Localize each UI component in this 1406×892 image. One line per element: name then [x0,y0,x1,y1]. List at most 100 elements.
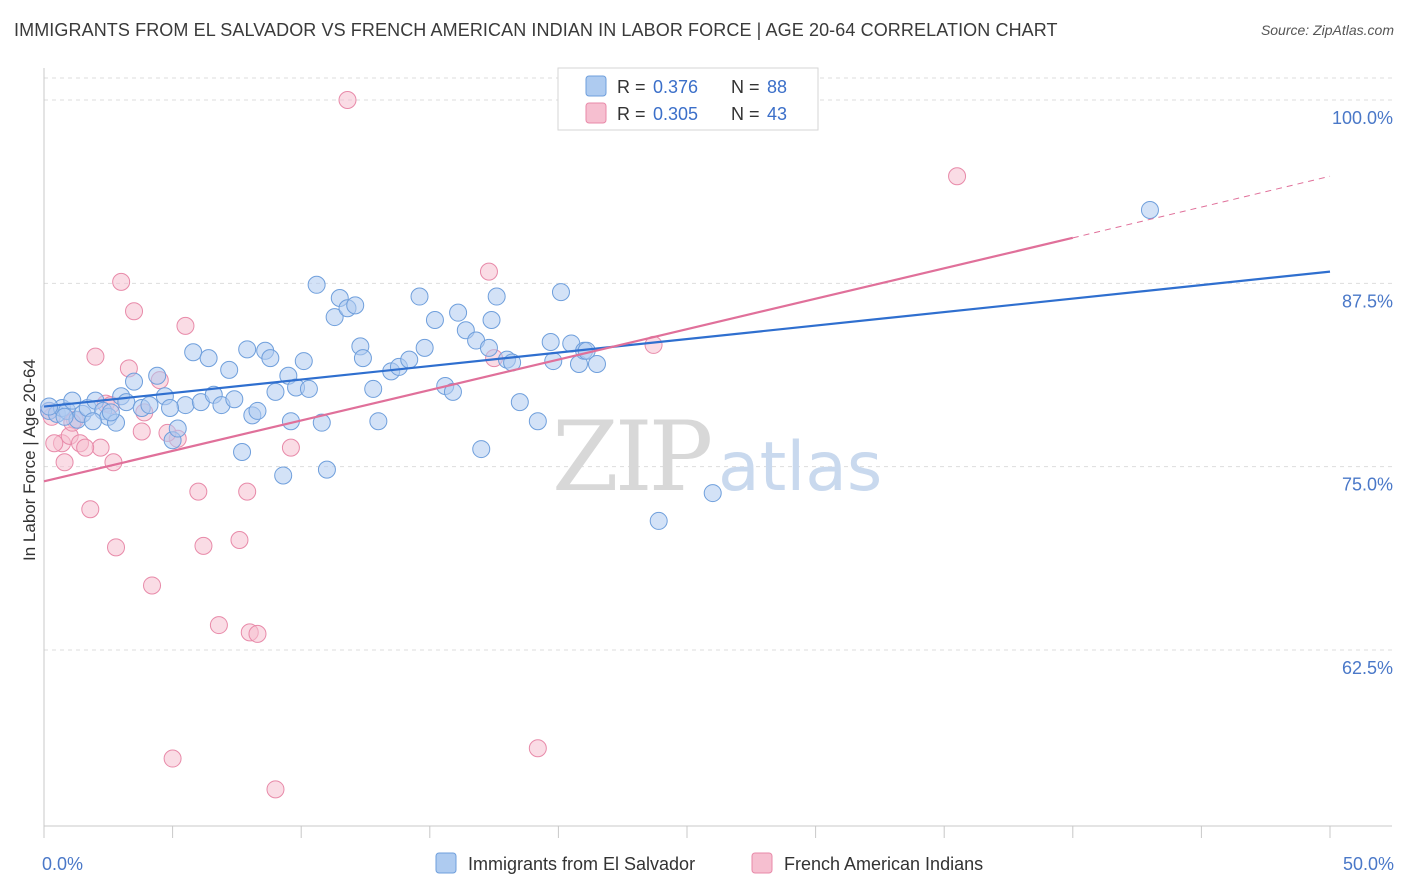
data-point [55,453,74,472]
grid-lines [44,77,1392,651]
data-point [143,576,162,595]
data-point [317,460,336,479]
data-point [325,308,344,327]
data-point [199,349,218,368]
data-point [81,500,100,519]
data-point [101,403,120,422]
data-point [140,396,159,415]
bottom-legend-label-blue: Immigrants from El Salvador [468,854,695,874]
source-credit: Source: ZipAtlas.com [1260,22,1394,38]
data-point [189,482,208,501]
y-tick-label: 62.5% [1342,658,1393,678]
data-point [482,311,501,329]
data-point [91,438,110,457]
data-point [400,350,419,369]
data-point [107,538,126,557]
data-point [649,511,668,530]
bottom-legend-swatch-blue [435,852,457,874]
data-point [294,352,313,371]
data-point [112,272,131,291]
trend-line-blue [43,270,1331,408]
axes [43,68,1392,838]
data-point [266,382,285,401]
data-point [587,355,606,373]
watermark-zip: ZIP [552,401,711,513]
data-point [55,407,74,426]
bottom-legend: Immigrants from El Salvador French Ameri… [435,852,983,874]
data-point [266,780,285,799]
data-point [312,413,331,432]
data-point [148,366,167,385]
data-point [551,283,570,302]
data-point [541,333,560,351]
data-point [443,382,462,401]
trend-line-pink-extension [1072,175,1331,239]
data-point [125,372,144,391]
data-point [307,275,326,294]
data-point [948,167,967,186]
data-point [299,379,318,398]
legend-swatch-blue [585,75,607,97]
legend-r-value-pink: 0.305 [653,104,698,124]
data-point [281,438,300,457]
data-point [176,316,195,335]
data-point [45,434,64,453]
chart-title: IMMIGRANTS FROM EL SALVADOR VS FRENCH AM… [14,20,1058,40]
y-tick-label: 75.0% [1342,475,1393,495]
data-point [415,338,434,357]
data-point [225,390,244,409]
data-point [472,440,491,459]
data-point [83,412,102,431]
trend-lines [43,175,1331,483]
data-point [479,338,498,357]
data-point [528,412,547,431]
data-point [479,262,498,281]
data-point [176,396,195,415]
data-point [209,616,228,635]
data-point [168,419,187,438]
data-point [230,531,249,549]
legend-n-label-pink: N = [731,104,760,124]
data-point [1140,201,1159,219]
legend-n-value-blue: 88 [767,77,787,97]
data-point [125,302,144,321]
data-point [233,443,252,461]
legend-n-value-pink: 43 [767,104,787,124]
data-point [274,466,293,485]
data-point [487,287,506,306]
data-point [449,303,468,322]
data-point [238,340,257,359]
blue-series [40,201,1159,530]
trend-line-pink [43,236,1074,483]
data-point [220,360,239,379]
data-point [248,624,267,643]
data-point [369,412,388,431]
data-point [261,349,280,368]
data-point [703,484,722,503]
x-tick-label-min: 0.0% [42,854,83,874]
x-tick-label-max: 50.0% [1343,854,1394,874]
data-point [346,296,365,315]
data-point [425,311,444,329]
data-point [510,393,529,412]
y-tick-label: 87.5% [1342,291,1393,311]
data-point [161,399,180,417]
data-point [353,349,372,368]
data-point [86,347,105,366]
legend-n-label-blue: N = [731,77,760,97]
data-point [364,379,383,398]
data-point [184,343,203,362]
data-point [104,453,123,472]
data-point [76,438,95,457]
data-point [338,91,357,109]
legend-swatch-pink [585,102,607,124]
y-tick-label: 100.0% [1332,108,1393,128]
data-point [248,401,267,420]
y-axis-label: In Labor Force | Age 20-64 [20,359,39,561]
data-point [410,287,429,306]
bottom-legend-swatch-pink [751,852,773,874]
y-tick-labels: 100.0% 87.5% 75.0% 62.5% [1332,108,1393,678]
watermark-atlas: atlas [718,428,882,507]
legend-r-label-pink: R = [617,104,646,124]
